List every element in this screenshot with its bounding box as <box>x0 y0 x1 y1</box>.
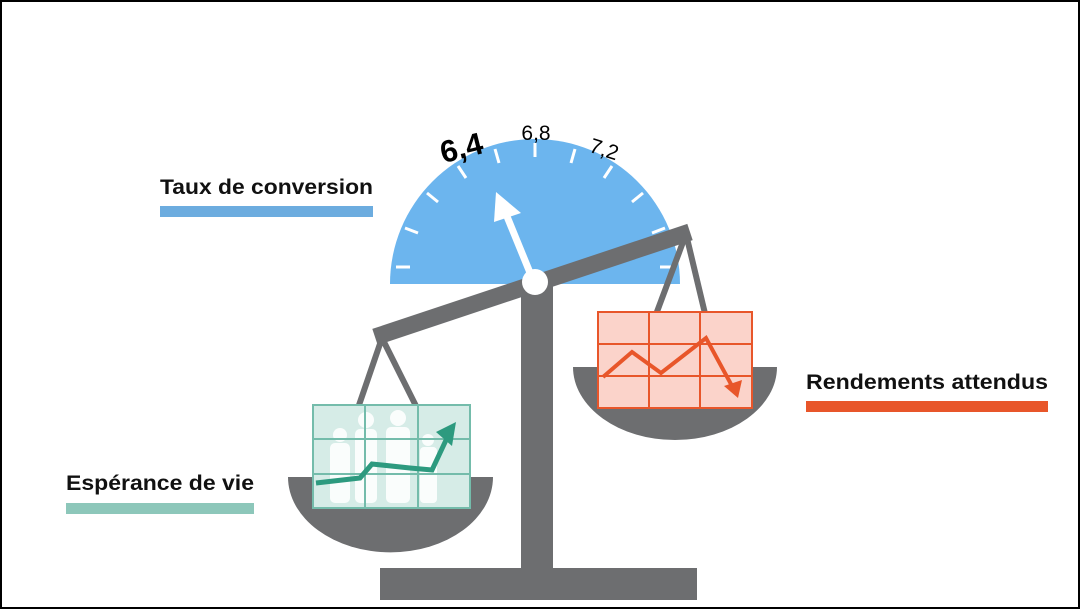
label: Espérance de vie <box>66 472 254 495</box>
life-chart <box>312 404 471 509</box>
label-bar <box>160 206 373 217</box>
label-bar <box>806 401 1048 412</box>
returns-chart <box>597 311 753 409</box>
label-bar <box>66 503 254 514</box>
label: Taux de conversion <box>160 176 373 199</box>
label: Rendements attendus <box>806 371 1048 394</box>
needle <box>502 212 537 282</box>
gauge-label: 6,8 <box>521 122 550 145</box>
pivot <box>522 269 548 295</box>
gauge-ticks <box>396 143 674 269</box>
needle-head <box>494 192 521 222</box>
